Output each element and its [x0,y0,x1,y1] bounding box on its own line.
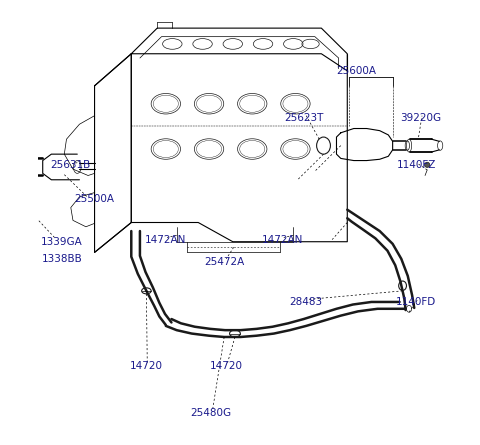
Text: 25500A: 25500A [74,194,115,204]
Text: 25631B: 25631B [51,160,91,170]
Text: 28483: 28483 [289,296,322,307]
Text: 25623T: 25623T [284,113,324,123]
Ellipse shape [425,162,430,167]
Text: 25480G: 25480G [191,409,232,418]
Text: 25472A: 25472A [204,257,244,267]
Text: 25600A: 25600A [336,66,376,76]
Text: 1140FZ: 1140FZ [396,160,436,170]
Text: 1472AN: 1472AN [145,235,187,245]
Text: 14720: 14720 [130,360,163,371]
Text: 1339GA: 1339GA [41,237,83,247]
Text: 1472AN: 1472AN [262,235,303,245]
Text: 14720: 14720 [210,360,243,371]
Text: 1140FD: 1140FD [396,296,436,307]
Text: 1338BB: 1338BB [42,254,83,264]
Text: 39220G: 39220G [400,113,441,123]
